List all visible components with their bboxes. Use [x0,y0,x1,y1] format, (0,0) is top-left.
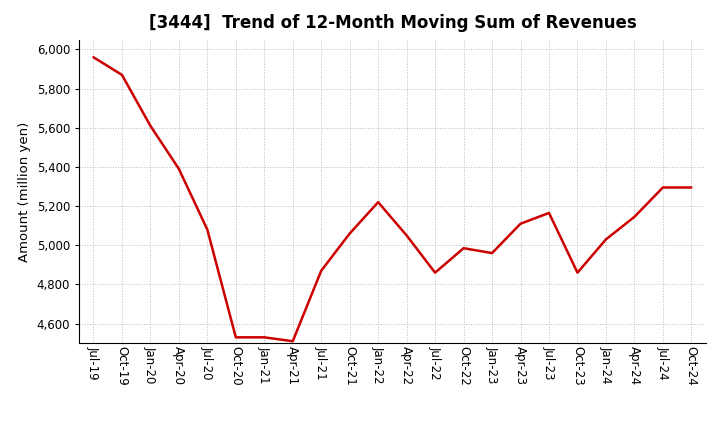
Title: [3444]  Trend of 12-Month Moving Sum of Revenues: [3444] Trend of 12-Month Moving Sum of R… [148,15,636,33]
Y-axis label: Amount (million yen): Amount (million yen) [18,121,31,261]
